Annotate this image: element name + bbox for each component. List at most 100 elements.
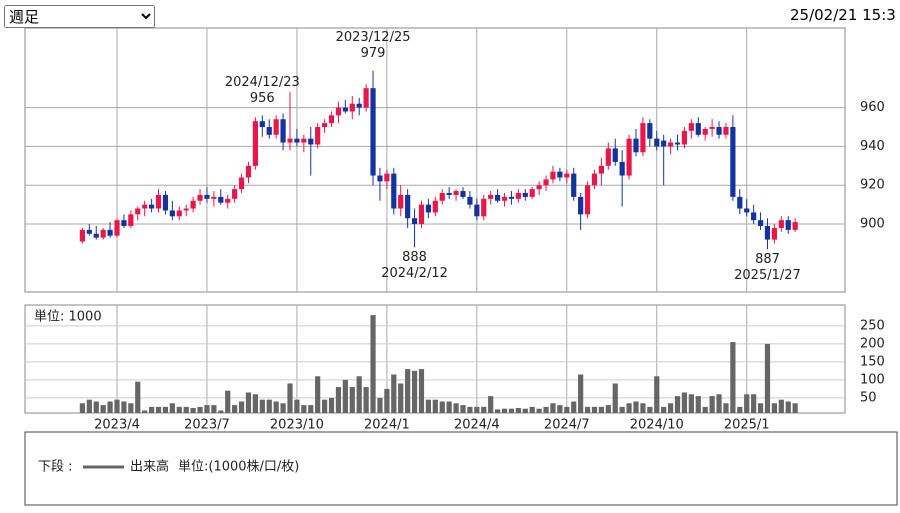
- volume-bar: [280, 403, 286, 413]
- candle-body: [169, 210, 175, 217]
- volume-bar: [273, 401, 279, 413]
- candle-body: [481, 198, 487, 217]
- volume-bar: [529, 406, 535, 413]
- candle-body: [716, 127, 722, 135]
- candle-body: [225, 198, 231, 203]
- candle-body: [598, 165, 604, 174]
- x-tick-label: 2023/10: [270, 418, 324, 433]
- volume-tick-label: 250: [860, 318, 885, 333]
- legend-label: 下段 :: [38, 460, 73, 475]
- period-select[interactable]: 週足: [4, 5, 155, 28]
- candle-body: [515, 193, 521, 199]
- x-tick-label: 2023/4: [94, 418, 140, 433]
- candle-body: [363, 88, 369, 108]
- volume-bar: [252, 394, 258, 413]
- candle-body: [197, 194, 203, 201]
- candle-body: [149, 204, 155, 209]
- volume-bar: [232, 405, 238, 413]
- volume-bar: [308, 405, 314, 413]
- volume-bar: [612, 383, 618, 413]
- annotation-date: 2025/1/27: [734, 268, 801, 283]
- volume-bar: [418, 369, 425, 413]
- candle-body: [398, 194, 404, 209]
- annotation-date: 2024/2/12: [381, 266, 448, 281]
- x-tick-label: 2024/4: [454, 418, 500, 433]
- volume-bar: [751, 394, 757, 413]
- volume-bar: [135, 381, 141, 413]
- candle-body: [266, 127, 272, 135]
- volume-bar: [792, 403, 798, 413]
- candle-body: [128, 214, 134, 226]
- volume-bar: [626, 403, 632, 413]
- volume-bar: [391, 374, 397, 413]
- candle-body: [640, 123, 646, 153]
- candle-body: [536, 185, 542, 190]
- candle-body: [405, 194, 411, 219]
- volume-bar: [771, 403, 777, 413]
- x-tick-label: 2024/7: [544, 418, 590, 433]
- volume-bar: [266, 399, 272, 413]
- y-tick-label: 900: [860, 217, 885, 232]
- volume-bar: [488, 396, 494, 413]
- candle-body: [335, 107, 342, 116]
- volume-bar: [633, 401, 639, 413]
- volume-bar: [584, 406, 591, 413]
- candle-body: [571, 173, 577, 197]
- candle-body: [771, 227, 777, 240]
- candle-body: [564, 173, 570, 178]
- candle-body: [86, 229, 92, 234]
- candle-body: [121, 220, 127, 226]
- candle-body: [142, 204, 148, 209]
- volume-bar: [744, 394, 750, 413]
- candle-body: [259, 121, 265, 127]
- volume-tick-label: 200: [860, 336, 885, 351]
- candle-body: [737, 196, 743, 209]
- x-tick-label: 2024/10: [630, 418, 684, 433]
- candle-body: [522, 193, 528, 197]
- candle-body: [633, 138, 639, 153]
- candle-body: [661, 140, 667, 147]
- candle-body: [529, 189, 535, 197]
- candle-body: [439, 193, 445, 201]
- candle-body: [232, 189, 238, 199]
- volume-bar: [315, 376, 321, 413]
- volume-bar: [169, 403, 175, 413]
- y-tick-label: 960: [860, 100, 885, 115]
- annotation-date: 2023/12/25: [336, 30, 411, 45]
- volume-bar: [578, 374, 584, 413]
- candle-body: [218, 196, 224, 203]
- candle-body: [432, 200, 438, 213]
- candle-body: [273, 119, 279, 135]
- volume-bar: [460, 405, 466, 413]
- candle-body: [211, 196, 217, 199]
- volume-bar: [121, 401, 127, 413]
- volume-bar: [411, 370, 418, 413]
- candle-body: [384, 173, 390, 182]
- volume-bar: [453, 403, 459, 413]
- candle-body: [377, 175, 383, 182]
- volume-bar: [377, 397, 383, 413]
- x-tick-label: 2025/1: [724, 418, 770, 433]
- candle-body: [654, 138, 660, 147]
- volume-bar: [86, 399, 92, 413]
- y-tick-label: 920: [860, 178, 885, 193]
- candle-body: [114, 220, 120, 236]
- volume-bar: [107, 401, 113, 413]
- candle-body: [474, 204, 480, 217]
- volume-bar: [481, 406, 487, 413]
- volume-bar: [654, 376, 660, 413]
- candle-body: [584, 185, 591, 215]
- candle-body: [744, 208, 750, 213]
- volume-bar: [100, 405, 106, 413]
- timestamp: 25/02/21 15:3: [790, 6, 896, 24]
- volume-bar: [467, 406, 473, 413]
- volume-bar: [730, 342, 736, 413]
- volume-bar: [328, 397, 335, 413]
- candle-body: [508, 196, 515, 199]
- volume-unit: 単位: 1000: [34, 309, 102, 325]
- volume-bar: [661, 406, 667, 413]
- volume-bar: [674, 396, 681, 413]
- candle-body: [287, 138, 293, 143]
- volume-bar: [432, 399, 438, 413]
